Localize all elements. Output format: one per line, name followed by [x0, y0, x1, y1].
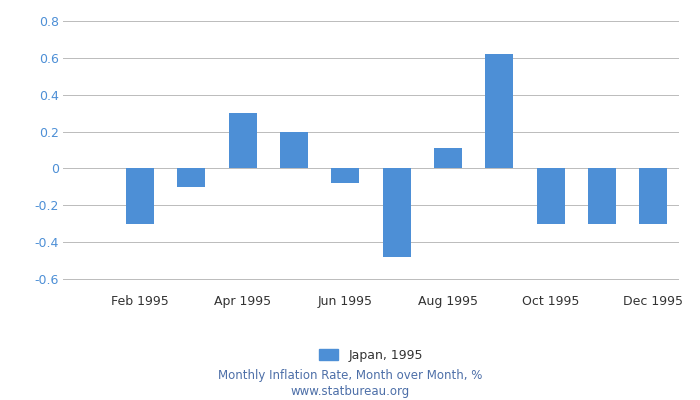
- Text: www.statbureau.org: www.statbureau.org: [290, 386, 410, 398]
- Bar: [588, 168, 616, 224]
- Bar: [639, 168, 667, 224]
- Bar: [382, 168, 411, 257]
- Bar: [434, 148, 462, 168]
- Bar: [536, 168, 565, 224]
- Text: Monthly Inflation Rate, Month over Month, %: Monthly Inflation Rate, Month over Month…: [218, 370, 482, 382]
- Bar: [126, 168, 154, 224]
- Bar: [177, 168, 206, 187]
- Bar: [485, 54, 513, 168]
- Bar: [228, 113, 257, 168]
- Legend: Japan, 1995: Japan, 1995: [314, 344, 428, 367]
- Bar: [280, 132, 308, 168]
- Bar: [331, 168, 360, 183]
